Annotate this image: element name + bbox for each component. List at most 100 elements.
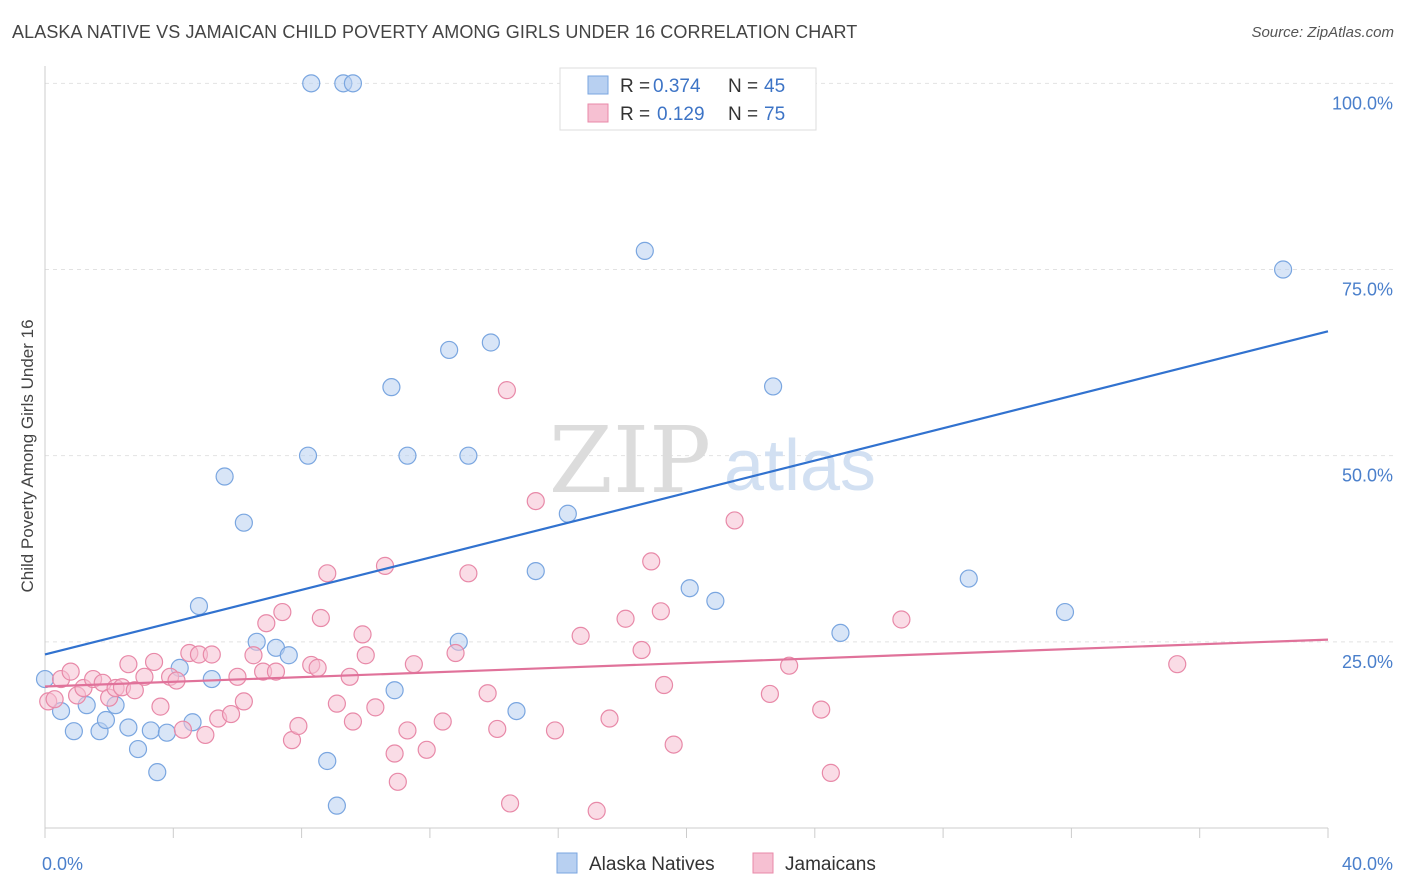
point-jamaicans-15 [151, 697, 170, 716]
point-alaska-natives-23 [318, 751, 337, 771]
point-jamaicans-31 [273, 602, 292, 622]
series-legend: Alaska Natives Jamaicans [556, 852, 876, 875]
point-alaska-natives-42 [959, 569, 978, 588]
series-legend-swatch-jamaicans [752, 852, 774, 874]
legend-r-value-alaska-natives: 0.374 [653, 76, 701, 97]
watermark-zip: ZIP [549, 407, 711, 514]
legend-r-value-jamaicans: 0.129 [657, 104, 705, 125]
legend-n-label-1: N = [728, 76, 758, 97]
point-alaska-natives-28 [385, 681, 404, 700]
watermark: ZIP atlas [549, 407, 876, 514]
point-jamaicans-60 [587, 801, 606, 820]
point-alaska-natives-26 [343, 74, 363, 93]
point-jamaicans-55 [497, 381, 516, 400]
legend-n-value-alaska-natives: 45 [764, 76, 785, 97]
point-jamaicans-70 [780, 656, 799, 675]
series-legend-swatch-alaska-natives [556, 852, 578, 874]
point-jamaicans-11 [119, 655, 138, 674]
point-alaska-natives-24 [327, 796, 346, 815]
point-jamaicans-26 [234, 692, 253, 711]
point-jamaicans-63 [632, 640, 651, 660]
point-jamaicans-41 [353, 625, 372, 644]
point-alaska-natives-7 [119, 718, 138, 737]
point-alaska-natives-40 [764, 377, 783, 396]
point-alaska-natives-10 [148, 763, 167, 782]
point-jamaicans-29 [257, 614, 276, 633]
trend-line-alaska-natives [44, 330, 1329, 656]
point-jamaicans-69 [760, 684, 779, 704]
point-jamaicans-21 [196, 725, 215, 745]
point-jamaicans-53 [478, 684, 497, 703]
point-jamaicans-43 [366, 698, 385, 717]
grid-lines [45, 82, 1393, 643]
point-alaska-natives-29 [398, 446, 417, 465]
point-jamaicans-58 [545, 721, 565, 740]
point-jamaicans-59 [571, 626, 590, 645]
legend-swatch-alaska-natives [587, 75, 609, 95]
point-jamaicans-54 [488, 719, 507, 739]
point-jamaicans-46 [388, 772, 407, 791]
point-jamaicans-3 [61, 662, 80, 681]
point-alaska-natives-11 [157, 723, 176, 742]
point-alaska-natives-38 [680, 579, 699, 598]
point-jamaicans-65 [651, 602, 670, 621]
point-jamaicans-35 [308, 658, 327, 677]
point-jamaicans-39 [340, 667, 359, 686]
point-jamaicans-47 [398, 721, 417, 740]
point-jamaicans-68 [725, 511, 744, 530]
point-alaska-natives-34 [507, 701, 526, 721]
point-alaska-natives-9 [141, 721, 160, 740]
point-jamaicans-33 [289, 716, 308, 736]
point-jamaicans-73 [892, 610, 911, 629]
point-jamaicans-27 [244, 646, 263, 665]
point-jamaicans-61 [600, 709, 619, 728]
legend-r-label-2: R = [620, 104, 650, 125]
trend-lines [44, 330, 1329, 688]
y-tick-label-0: 25.0% [1342, 652, 1393, 672]
legend-n-label-2: N = [728, 104, 758, 125]
point-alaska-natives-8 [128, 739, 148, 759]
point-jamaicans-22 [202, 645, 221, 664]
point-alaska-natives-41 [831, 623, 850, 642]
point-jamaicans-62 [616, 609, 635, 628]
point-alaska-natives-21 [298, 446, 318, 465]
point-alaska-natives-31 [459, 446, 478, 465]
legend-n-value-jamaicans: 75 [764, 104, 785, 125]
point-alaska-natives-39 [706, 591, 725, 610]
point-alaska-natives-5 [96, 710, 116, 730]
point-jamaicans-1 [45, 690, 64, 709]
point-jamaicans-36 [311, 608, 330, 628]
y-tick-label-3: 100.0% [1332, 93, 1393, 113]
point-alaska-natives-22 [302, 74, 321, 93]
point-alaska-natives-44 [1273, 260, 1293, 279]
point-jamaicans-24 [221, 704, 241, 724]
point-jamaicans-37 [318, 564, 337, 583]
point-jamaicans-64 [642, 552, 661, 571]
point-jamaicans-52 [459, 564, 478, 583]
point-alaska-natives-15 [202, 669, 221, 689]
watermark-atlas: atlas [724, 426, 876, 506]
tick-labels: 25.0% 50.0% 75.0% 100.0% 0.0% 40.0% [42, 93, 1393, 874]
point-jamaicans-42 [356, 646, 375, 665]
legend-swatch-jamaicans [587, 103, 609, 123]
point-alaska-natives-2 [64, 722, 83, 741]
point-jamaicans-14 [144, 652, 164, 672]
chart-title: ALASKA NATIVE VS JAMAICAN CHILD POVERTY … [12, 22, 858, 42]
point-jamaicans-44 [375, 556, 395, 575]
legend-r-label-1: R = [620, 76, 650, 97]
point-jamaicans-25 [228, 667, 247, 686]
y-tick-label-1: 50.0% [1342, 466, 1393, 486]
source-label: Source: ZipAtlas.com [1251, 24, 1394, 41]
point-jamaicans-74 [1168, 655, 1187, 674]
point-jamaicans-56 [500, 794, 520, 813]
point-jamaicans-50 [433, 712, 452, 731]
point-jamaicans-66 [654, 675, 674, 695]
point-jamaicans-48 [404, 655, 423, 674]
point-jamaicans-18 [173, 720, 193, 739]
point-alaska-natives-37 [635, 241, 654, 260]
series-legend-label-alaska-natives: Alaska Natives [589, 854, 715, 875]
point-jamaicans-57 [526, 491, 545, 511]
point-alaska-natives-17 [234, 513, 253, 532]
point-alaska-natives-14 [189, 596, 209, 616]
